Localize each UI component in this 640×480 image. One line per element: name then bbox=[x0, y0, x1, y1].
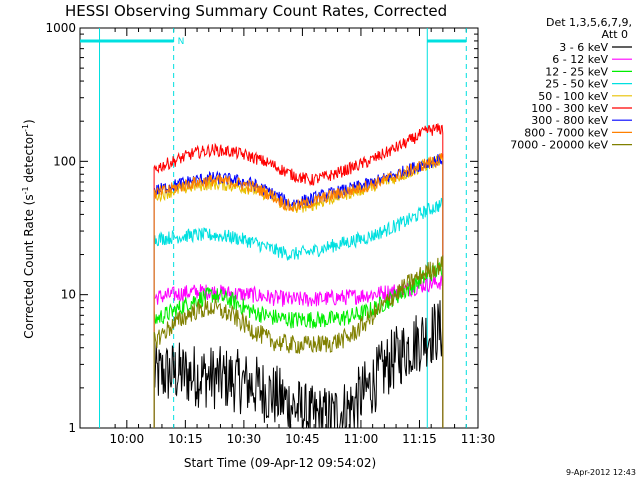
footer-timestamp: 9-Apr-2012 12:43 bbox=[566, 468, 636, 477]
y-tick-label: 100 bbox=[53, 154, 76, 168]
x-tick-label: 10:15 bbox=[168, 432, 203, 446]
series-line-3 bbox=[153, 261, 444, 429]
series-line-9 bbox=[153, 255, 444, 429]
y-tick-label: 10 bbox=[61, 288, 76, 302]
series-line-4 bbox=[153, 197, 444, 429]
x-tick-label: 11:15 bbox=[402, 432, 437, 446]
legend-label: 7000 - 20000 keV bbox=[510, 139, 608, 152]
x-tick-label: 11:30 bbox=[461, 432, 496, 446]
plot-axes: 1 10 100 1000 10:00 10:15 10:30 10:45 11:00 11:15… bbox=[45, 21, 495, 446]
x-tick-label: 10:45 bbox=[285, 432, 320, 446]
series-line-2 bbox=[153, 275, 444, 429]
y-tick-label: 1000 bbox=[45, 21, 76, 35]
legend-label: 6 - 12 keV bbox=[552, 53, 608, 66]
legend-label: 50 - 100 keV bbox=[538, 90, 608, 103]
legend-label: 3 - 6 keV bbox=[559, 41, 608, 54]
legend-label: 25 - 50 keV bbox=[545, 78, 608, 91]
series-line-1 bbox=[153, 300, 444, 430]
series-layer bbox=[153, 123, 444, 430]
y-axis-label: Corrected Count Rate (s-1 detector-1) bbox=[21, 119, 36, 338]
x-axis-label: Start Time (09-Apr-12 09:54:02) bbox=[184, 456, 376, 470]
plot-frame bbox=[79, 27, 479, 429]
x-tick-label: 10:00 bbox=[110, 432, 145, 446]
legend-label: 12 - 25 keV bbox=[545, 65, 608, 78]
legend-label: 300 - 800 keV bbox=[531, 114, 608, 127]
series-line-8 bbox=[153, 153, 444, 429]
saa-label: N bbox=[178, 37, 185, 47]
legend-label: 100 - 300 keV bbox=[531, 102, 608, 115]
y-tick-label: 1 bbox=[68, 421, 76, 435]
legend-label: 800 - 7000 keV bbox=[524, 126, 608, 139]
legend-header-line-1: Det 1,3,5,6,7,9, bbox=[546, 16, 632, 29]
legend-header-line-2: Att 0 bbox=[602, 28, 628, 41]
series-line-6 bbox=[153, 123, 444, 429]
x-tick-label: 10:30 bbox=[227, 432, 262, 446]
x-tick-label: 11:00 bbox=[344, 432, 379, 446]
chart-title: HESSI Observing Summary Count Rates, Cor… bbox=[65, 2, 447, 20]
